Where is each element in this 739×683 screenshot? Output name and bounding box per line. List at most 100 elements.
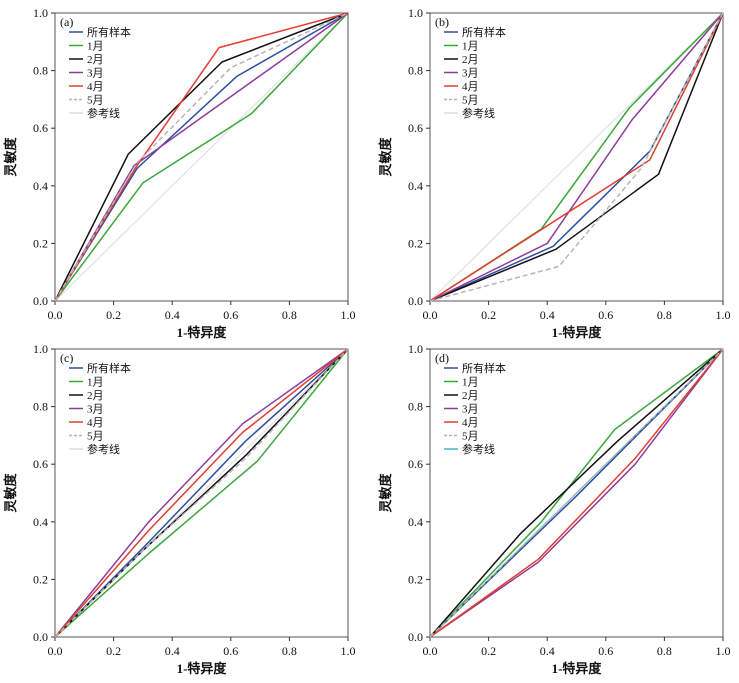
series-line-1	[429, 348, 724, 638]
legend-label: 所有样本	[462, 25, 506, 39]
x-tick-label: 0.0	[423, 644, 438, 658]
legend-label: 1月	[87, 377, 104, 389]
x-tick-label: 0.6	[598, 644, 613, 658]
y-axis-title: 灵敏度	[378, 137, 393, 177]
y-axis-title: 灵敏度	[3, 137, 18, 177]
y-tick-label: 0.2	[33, 236, 48, 250]
legend-label: 所有样本	[87, 25, 131, 39]
legend-label: 5月	[87, 431, 104, 443]
y-tick-label: 0.2	[33, 572, 48, 586]
legend-label: 4月	[462, 81, 479, 93]
series-line-3	[54, 348, 349, 638]
x-tick-label: 0.6	[223, 644, 238, 658]
legend-label: 5月	[462, 95, 479, 107]
x-tick-label: 0.0	[48, 644, 63, 658]
x-tick-label: 0.6	[598, 308, 613, 322]
series-line-0	[429, 12, 724, 302]
legend-label: 参考线	[87, 442, 120, 456]
y-tick-label: 0.6	[33, 121, 48, 135]
x-tick-label: 0.4	[540, 308, 555, 322]
x-tick-label: 0.0	[48, 308, 63, 322]
x-tick-label: 0.8	[657, 644, 672, 658]
legend-label: 1月	[462, 41, 479, 53]
legend-label: 3月	[462, 404, 479, 416]
plot-frame	[429, 348, 724, 638]
y-tick-label: 0.0	[408, 630, 423, 644]
y-tick-label: 0.8	[408, 64, 423, 78]
x-tick-label: 1.0	[341, 308, 356, 322]
legend-label: 所有样本	[462, 361, 506, 375]
legend-label: 4月	[462, 417, 479, 429]
x-tick-label: 1.0	[341, 644, 356, 658]
legend-label: 1月	[462, 377, 479, 389]
x-tick-label: 0.2	[481, 644, 496, 658]
y-axis-title: 灵敏度	[3, 473, 18, 513]
series-line-4	[429, 348, 724, 638]
legend-label: 5月	[462, 431, 479, 443]
panel-label: (d)	[435, 351, 449, 365]
y-tick-label: 1.0	[408, 6, 423, 20]
series-line-6	[429, 12, 724, 302]
x-axis-title: 1-特异度	[552, 325, 603, 340]
x-tick-label: 0.4	[165, 644, 180, 658]
legend-label: 4月	[87, 417, 104, 429]
roc-panel-a: 0.00.0 0.2 0.2 0.4 0.4 0.6 0.6 0.8 0.8 1.0 1.0 1-特异…	[3, 6, 356, 340]
series-line-2	[54, 12, 349, 302]
legend-label: 3月	[87, 404, 104, 416]
roc-panel-b: 0.00.0 0.2 0.2 0.4 0.4 0.6 0.6 0.8 0.8 1.0 1.0 1-特异…	[378, 6, 731, 340]
y-tick-label: 0.4	[408, 515, 423, 529]
y-tick-label: 0.8	[408, 400, 423, 414]
legend-label: 4月	[87, 81, 104, 93]
panel-label: (a)	[60, 15, 73, 29]
y-tick-label: 0.2	[408, 572, 423, 586]
legend-label: 参考线	[462, 106, 495, 120]
series-line-2	[429, 348, 724, 638]
x-tick-label: 0.2	[481, 308, 496, 322]
x-tick-label: 0.8	[282, 644, 297, 658]
panel-label: (b)	[435, 15, 449, 29]
legend-label: 2月	[462, 390, 479, 402]
legend-label: 3月	[462, 68, 479, 80]
series-line-5	[429, 348, 724, 638]
y-tick-label: 0.8	[33, 400, 48, 414]
legend-label: 2月	[87, 390, 104, 402]
y-tick-label: 0.8	[33, 64, 48, 78]
x-tick-label: 0.8	[282, 308, 297, 322]
y-tick-label: 0.6	[33, 457, 48, 471]
x-tick-label: 0.0	[423, 308, 438, 322]
series-line-0	[54, 12, 349, 302]
x-tick-label: 1.0	[716, 308, 731, 322]
series-line-4	[429, 12, 724, 302]
y-axis-title: 灵敏度	[378, 473, 393, 513]
y-tick-label: 0.6	[408, 121, 423, 135]
x-axis-title: 1-特异度	[177, 325, 228, 340]
series-line-5	[54, 12, 349, 302]
plot-frame	[54, 348, 349, 638]
series-line-0	[54, 348, 349, 638]
y-tick-label: 1.0	[408, 342, 423, 356]
series-line-5	[54, 348, 349, 638]
y-tick-label: 0.4	[33, 515, 48, 529]
y-tick-label: 0.4	[33, 179, 48, 193]
series-line-3	[429, 12, 724, 302]
y-tick-label: 0.2	[408, 236, 423, 250]
panel-label: (c)	[60, 351, 73, 365]
series-line-4	[54, 12, 349, 302]
series-line-6	[54, 12, 349, 302]
legend-label: 2月	[87, 54, 104, 66]
legend-label: 2月	[462, 54, 479, 66]
x-tick-label: 0.4	[165, 308, 180, 322]
x-tick-label: 1.0	[716, 644, 731, 658]
plot-frame	[54, 12, 349, 302]
x-tick-label: 0.2	[106, 308, 121, 322]
roc-panel-c: 0.00.0 0.2 0.2 0.4 0.4 0.6 0.6 0.8 0.8 1.0 1.0 1-特异…	[3, 342, 356, 676]
y-tick-label: 0.6	[408, 457, 423, 471]
roc-panel-d: 0.00.0 0.2 0.2 0.4 0.4 0.6 0.6 0.8 0.8 1.0 1.0 1-特异…	[378, 342, 731, 676]
x-axis-title: 1-特异度	[177, 661, 228, 676]
x-tick-label: 0.2	[106, 644, 121, 658]
x-tick-label: 0.6	[223, 308, 238, 322]
series-line-4	[54, 348, 349, 638]
